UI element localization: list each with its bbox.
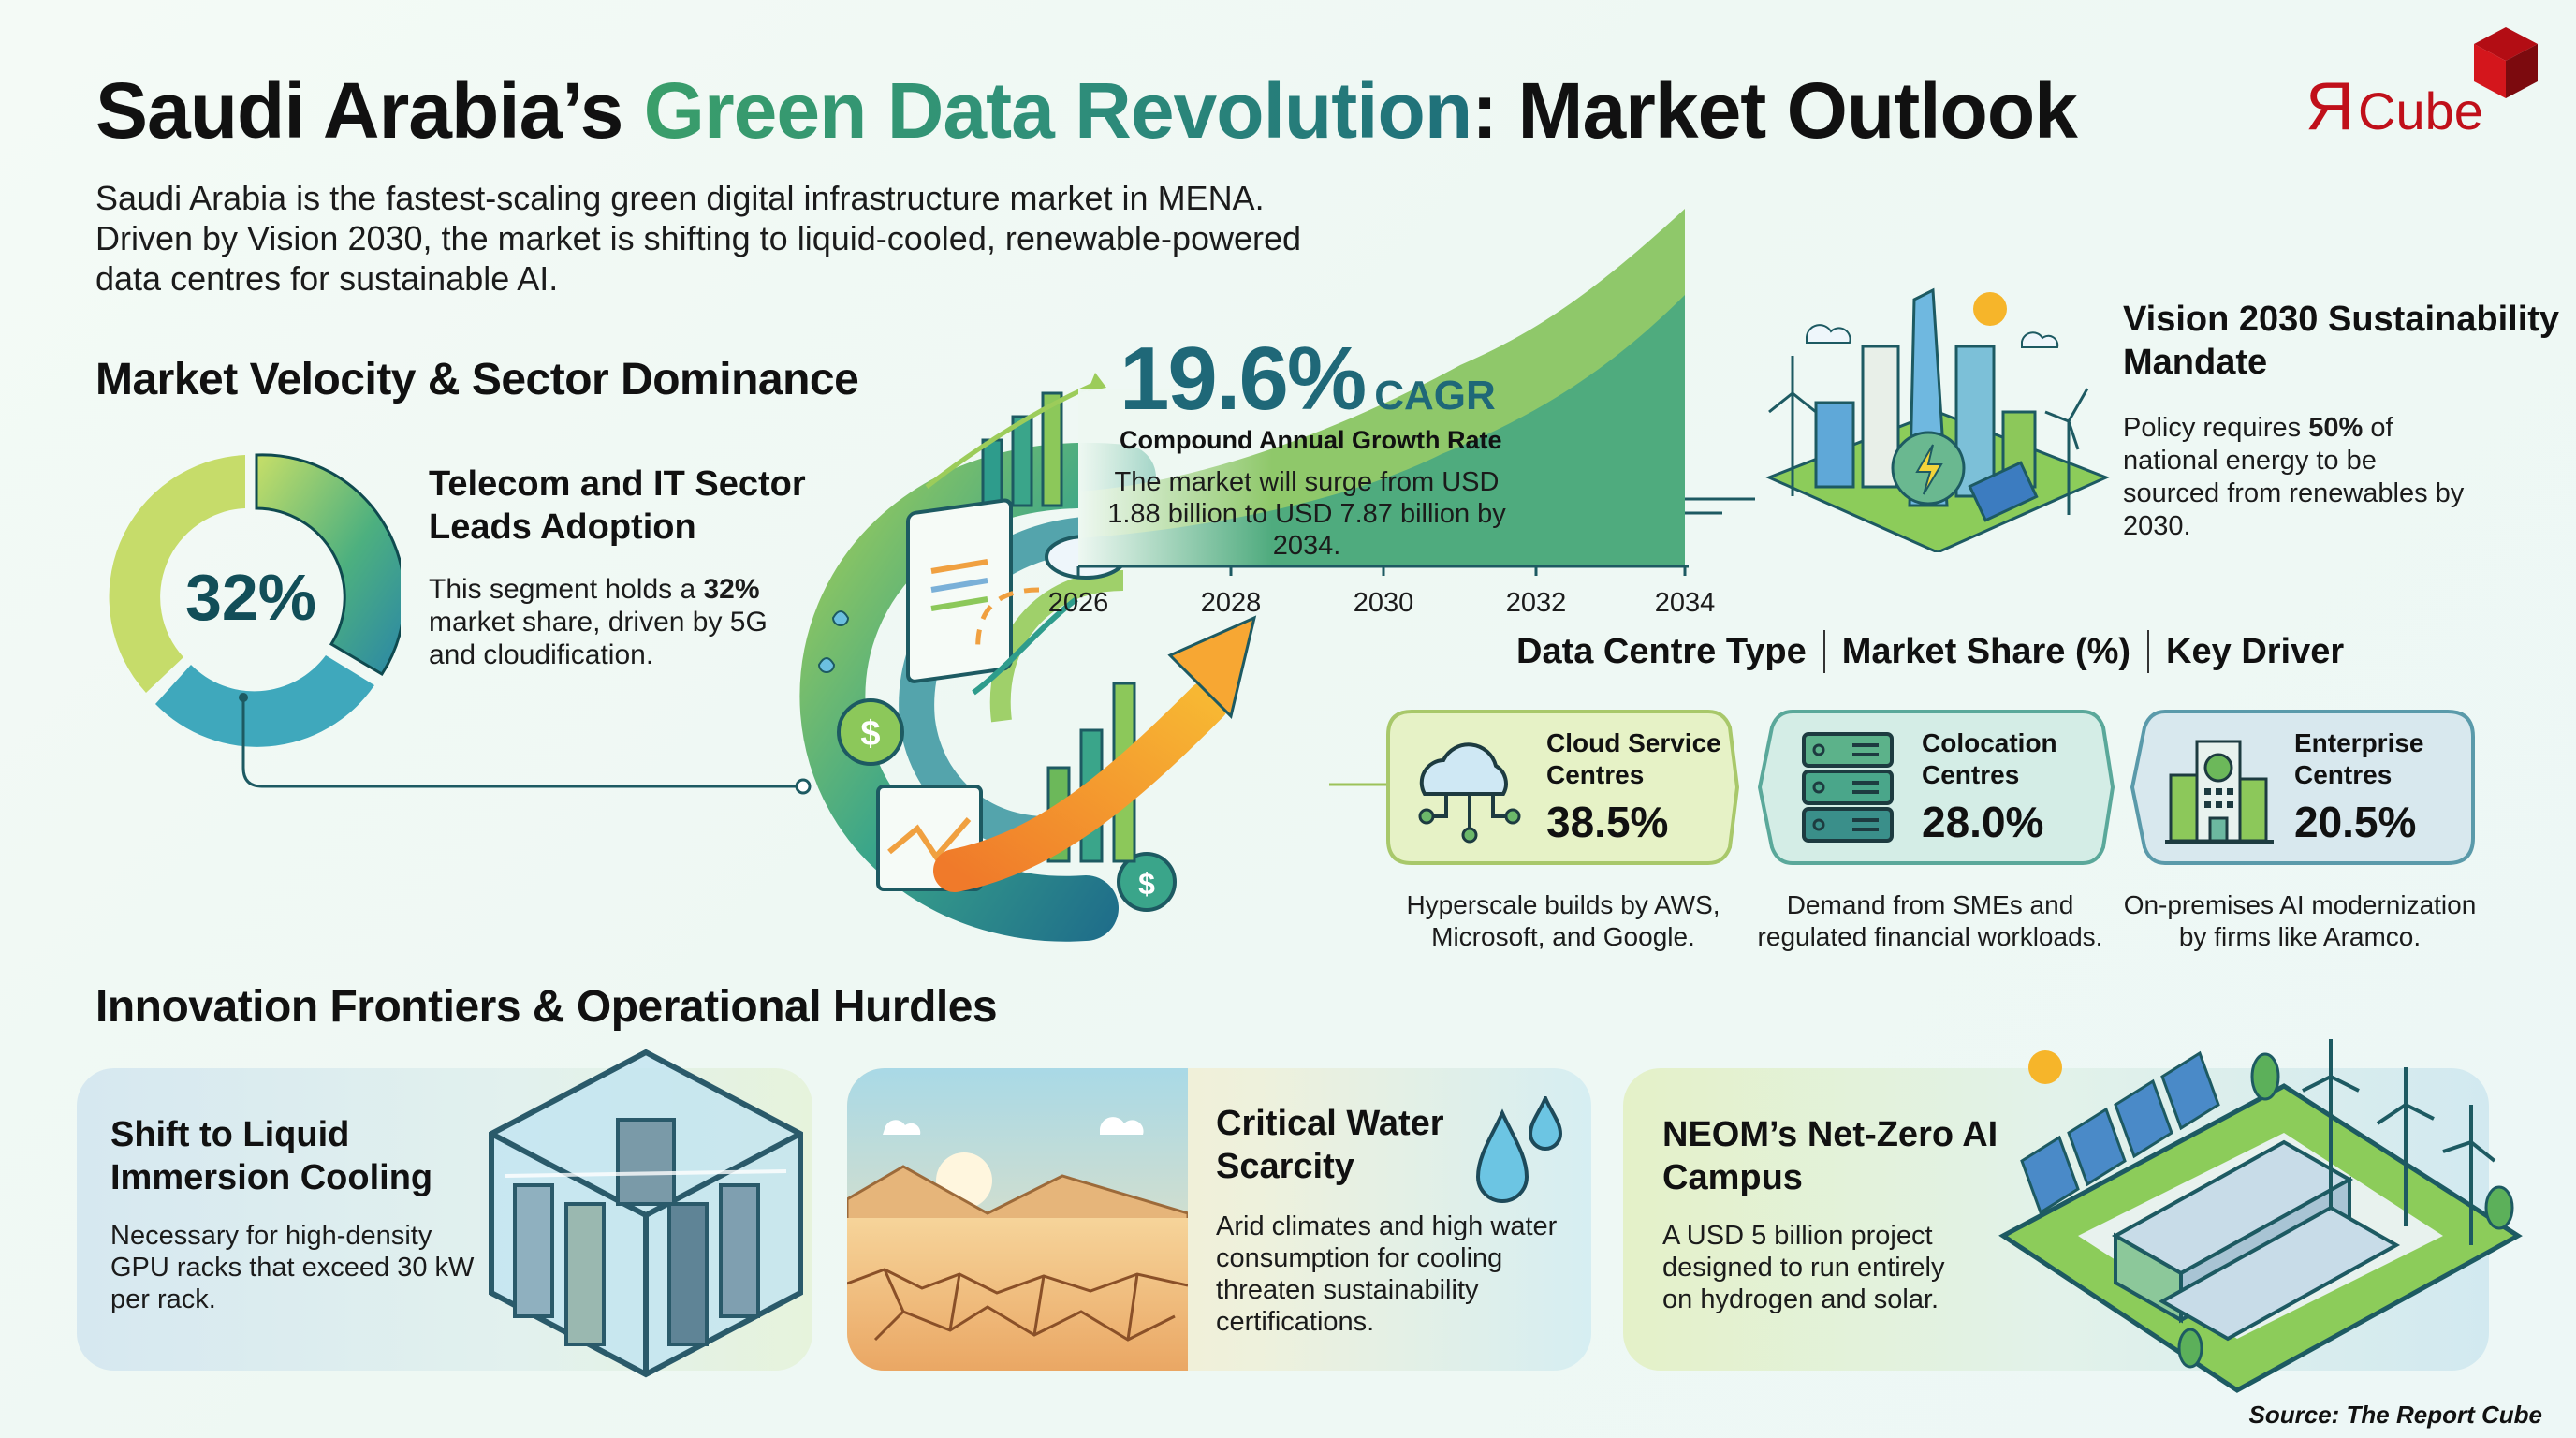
cube-logo-icon: [2474, 27, 2538, 98]
water-drops-icon: [1475, 1096, 1563, 1203]
card-share-value: 20.5%: [2294, 798, 2417, 846]
card-share-value: 28.0%: [1922, 798, 2044, 846]
enterprise-building-icon: [2165, 740, 2274, 844]
page-subtitle: Saudi Arabia is the fastest-scaling gree…: [95, 179, 1302, 298]
source-credit: Source: The Report Cube: [2248, 1401, 2542, 1429]
x-tick-2034: 2034: [1654, 588, 1716, 618]
card-title: Shift to Liquid Immersion Cooling: [110, 1115, 433, 1197]
growth-swirl-illustration: $ $: [799, 373, 1257, 942]
green-campus-icon: [1998, 1039, 2523, 1393]
title-highlight: Green Data Revolution: [643, 66, 1473, 154]
vision-title: Vision 2030 Sustainability Mandate: [2123, 300, 2560, 382]
section-heading-market-velocity: Market Velocity & Sector Dominance: [95, 355, 859, 404]
table-connector-line: [1329, 783, 1387, 786]
title-part-3: : Market Outlook: [1471, 66, 2078, 154]
cagr-description: The market will surge from USD 1.88 bill…: [1107, 467, 1506, 561]
logo-wordmark: RCube: [2305, 69, 2483, 144]
card-type-label: Colocation Centres: [1922, 728, 2057, 789]
vision-connector-line: [1685, 497, 1755, 501]
cloud-network-icon: [1418, 742, 1521, 844]
bar-chart-icon-top: [981, 391, 1063, 507]
market-growth-area-chart: [1076, 209, 1722, 576]
sector-description: This segment holds a 32% market share, d…: [429, 574, 768, 670]
green-city-illustration: [1765, 287, 2110, 552]
cagr-label: Compound Annual Growth Rate: [1120, 426, 1502, 454]
desert-landscape-illustration: [847, 1068, 1188, 1371]
section-heading-innovation: Innovation Frontiers & Operational Hurdl…: [95, 982, 998, 1032]
brand-logo: RCube: [2298, 23, 2551, 144]
data-centre-card-colocation: Colocation Centres 28.0%: [1755, 709, 2115, 866]
title-part-1: Saudi Arabia’s: [95, 66, 644, 154]
vision-description: Policy requires 50% of national energy t…: [2123, 413, 2465, 541]
key-driver-cloud: Hyperscale builds by AWS, Microsoft, and…: [1406, 890, 1720, 951]
card-share-value: 38.5%: [1546, 798, 1669, 846]
page-title: Saudi Arabia’s Green Data Revolution: Ma…: [95, 66, 2078, 156]
sector-donut-chart: 32%: [101, 448, 406, 747]
card-type-label: Cloud Service Centres: [1546, 728, 1721, 789]
x-tick-2028: 2028: [1200, 588, 1262, 618]
data-centre-card-enterprise: Enterprise Centres 20.5%: [2128, 709, 2476, 866]
key-driver-colocation: Demand from SMEs and regulated financial…: [1757, 890, 2103, 951]
card-title: Critical Water Scarcity: [1216, 1104, 1444, 1186]
card-description: Necessary for high-density GPU racks tha…: [110, 1221, 475, 1314]
col-header-driver: Key Driver: [2166, 631, 2345, 671]
sector-title: Telecom and IT Sector Leads Adoption: [429, 464, 806, 547]
divider: [1822, 630, 1825, 673]
data-centre-table-header: Data Centre Type Market Share (%) Key Dr…: [1516, 630, 2344, 673]
x-tick-2032: 2032: [1505, 588, 1567, 618]
immersion-tank-icon: [489, 1049, 803, 1378]
svg-text:$: $: [860, 714, 880, 754]
innovation-card-water-scarcity: Critical Water Scarcity Arid climates an…: [847, 1068, 1591, 1371]
server-rack-icon: [1802, 732, 1894, 843]
divider: [2147, 630, 2150, 673]
x-tick-2026: 2026: [1047, 588, 1109, 618]
data-centre-card-cloud: Cloud Service Centres 38.5%: [1385, 709, 1741, 866]
x-tick-2030: 2030: [1353, 588, 1414, 618]
donut-center-value: 32%: [184, 561, 317, 634]
connector-line: [239, 693, 812, 795]
col-header-type: Data Centre Type: [1516, 631, 1807, 671]
svg-text:$: $: [1138, 867, 1155, 901]
card-title: NEOM’s Net-Zero AI Campus: [1662, 1115, 1998, 1197]
cagr-value: 19.6% CAGR: [1120, 329, 1496, 429]
card-description: A USD 5 billion project designed to run …: [1662, 1221, 1945, 1314]
key-driver-enterprise: On-premises AI modernization by firms li…: [2123, 890, 2477, 951]
card-type-label: Enterprise Centres: [2294, 728, 2424, 789]
card-description: Arid climates and high water consumption…: [1216, 1211, 1558, 1337]
col-header-share: Market Share (%): [1841, 631, 2131, 671]
